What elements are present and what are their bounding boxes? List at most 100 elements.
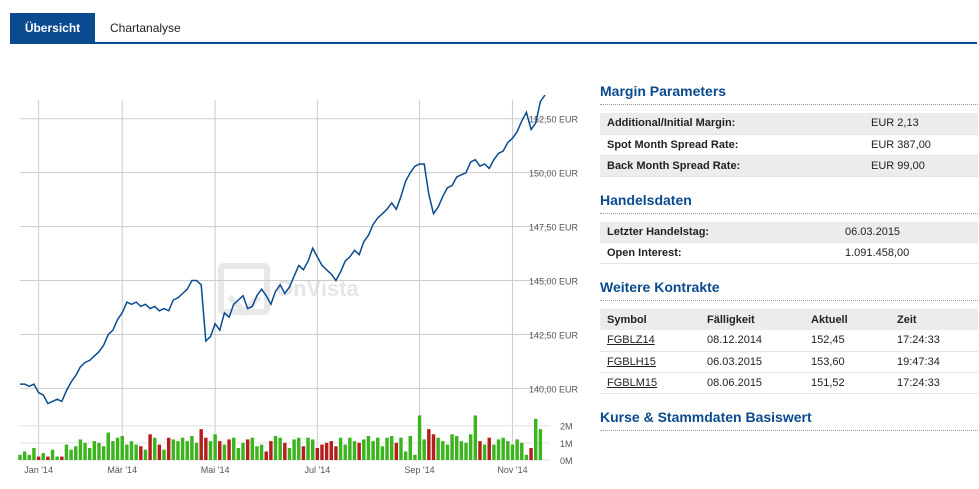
volume-bar: [315, 448, 320, 460]
volume-bar: [487, 437, 491, 460]
volume-bar: [417, 415, 422, 460]
volume-bar: [408, 436, 412, 460]
divider: [600, 300, 978, 301]
x-tick-label: Nov '14: [497, 465, 527, 475]
row-label: Back Month Spread Rate:: [600, 155, 864, 177]
volume-bar: [399, 437, 403, 460]
volume-bar: [255, 446, 259, 460]
x-tick-label: Mär '14: [107, 465, 137, 475]
volume-bar: [194, 442, 199, 460]
volume-bar: [283, 442, 287, 460]
x-tick-label: Sep '14: [404, 465, 434, 475]
volume-bar: [515, 439, 519, 460]
volume-bar: [357, 442, 361, 460]
volume-bar: [431, 434, 436, 460]
volume-bar: [153, 437, 157, 460]
contract-faelligkeit: 08.12.2014: [700, 330, 804, 352]
volume-bar: [74, 446, 78, 460]
volume-bar: [166, 437, 171, 460]
table-row: Back Month Spread Rate: EUR 99,00: [600, 155, 978, 177]
contract-symbol-link[interactable]: FGBLM15: [600, 372, 700, 394]
contract-zeit: 17:24:33: [890, 372, 978, 394]
volume-bar: [334, 446, 338, 460]
volume-bar: [143, 449, 148, 460]
x-tick-label: Mai '14: [201, 465, 230, 475]
kurse-title[interactable]: Kurse & Stammdaten Basiswert: [600, 408, 812, 425]
volume-bar: [129, 441, 134, 460]
divider: [600, 212, 978, 214]
volume-bar: [441, 441, 445, 460]
price-tick-label: 140,00 EUR: [529, 384, 579, 394]
row-label: Spot Month Spread Rate:: [600, 134, 864, 156]
table-row: Spot Month Spread Rate: EUR 387,00: [600, 134, 978, 156]
volume-bar: [32, 448, 36, 460]
volume-bar: [50, 449, 55, 460]
price-tick-label: 152,50 EUR: [529, 115, 579, 125]
volume-bar: [482, 444, 487, 460]
volume-bar: [292, 439, 296, 460]
volume-bar: [366, 436, 371, 460]
volume-bar: [264, 451, 268, 460]
contract-aktuell: 153,60: [804, 351, 890, 373]
contract-zeit: 17:24:33: [890, 330, 978, 352]
volume-bar: [501, 437, 505, 460]
volume-bar: [338, 437, 343, 460]
volume-bar: [473, 415, 478, 460]
table-row: FGBLH15 06.03.2015 153,60 19:47:34: [600, 351, 978, 373]
volume-bar: [208, 441, 213, 460]
volume-bar: [389, 436, 394, 460]
margin-title: Margin Parameters: [600, 83, 727, 99]
volume-bar: [362, 439, 366, 460]
table-header-row: Symbol Fälligkeit Aktuell Zeit: [600, 309, 978, 330]
tab-uebersicht[interactable]: Übersicht: [10, 13, 95, 44]
volume-bar: [55, 456, 59, 460]
table-row: FGBLM15 08.06.2015 151,52 17:24:33: [600, 372, 978, 394]
volume-bar: [394, 442, 399, 460]
weitere-section: Weitere Kontrakte Symbol Fälligkeit Aktu…: [600, 276, 978, 394]
weitere-title: Weitere Kontrakte: [600, 279, 720, 295]
volume-bar: [269, 441, 273, 460]
row-label: Letzter Handelstag:: [600, 221, 838, 243]
volume-bar: [106, 432, 111, 460]
volume-bar: [97, 442, 101, 460]
volume-bar: [533, 418, 538, 460]
volume-bar: [520, 442, 524, 460]
contract-symbol-link[interactable]: FGBLH15: [600, 351, 700, 373]
volume-bar: [278, 437, 282, 460]
volume-bar: [385, 437, 389, 460]
volume-bar: [190, 436, 194, 460]
volume-bar: [245, 439, 250, 460]
volume-bar: [87, 448, 92, 460]
volume-bar: [204, 437, 208, 460]
volume-bar: [22, 451, 27, 460]
volume-bar: [83, 442, 87, 460]
volume-bar: [125, 444, 129, 460]
volume-bar: [162, 449, 166, 460]
volume-bar: [371, 441, 375, 460]
volume-bar: [468, 434, 473, 460]
contract-symbol-link[interactable]: FGBLZ14: [600, 330, 700, 352]
volume-bar: [176, 441, 180, 460]
volume-bar: [403, 451, 408, 460]
volume-bar: [454, 436, 459, 460]
volume-bar: [157, 444, 162, 460]
volume-bar: [259, 444, 264, 460]
volume-bar: [250, 437, 255, 460]
contract-aktuell: 151,52: [804, 372, 890, 394]
volume-bar: [185, 441, 189, 460]
volume-bar: [427, 429, 431, 460]
tab-chartanalyse[interactable]: Chartanalyse: [110, 21, 181, 35]
col-header-zeit: Zeit: [890, 309, 978, 330]
margin-table: Additional/Initial Margin: EUR 2,13 Spot…: [600, 113, 978, 177]
volume-bar: [538, 429, 543, 460]
volume-bar: [464, 442, 468, 460]
volume-bar: [231, 437, 236, 460]
volume-bar: [324, 442, 329, 460]
handelsdaten-section: Handelsdaten Letzter Handelstag: 06.03.2…: [600, 189, 978, 264]
volume-bar: [524, 454, 529, 460]
volume-bar: [413, 454, 417, 460]
tab-underline: [10, 42, 977, 44]
volume-bar: [352, 441, 357, 460]
volume-bar: [310, 439, 315, 460]
table-row: Additional/Initial Margin: EUR 2,13: [600, 113, 978, 135]
